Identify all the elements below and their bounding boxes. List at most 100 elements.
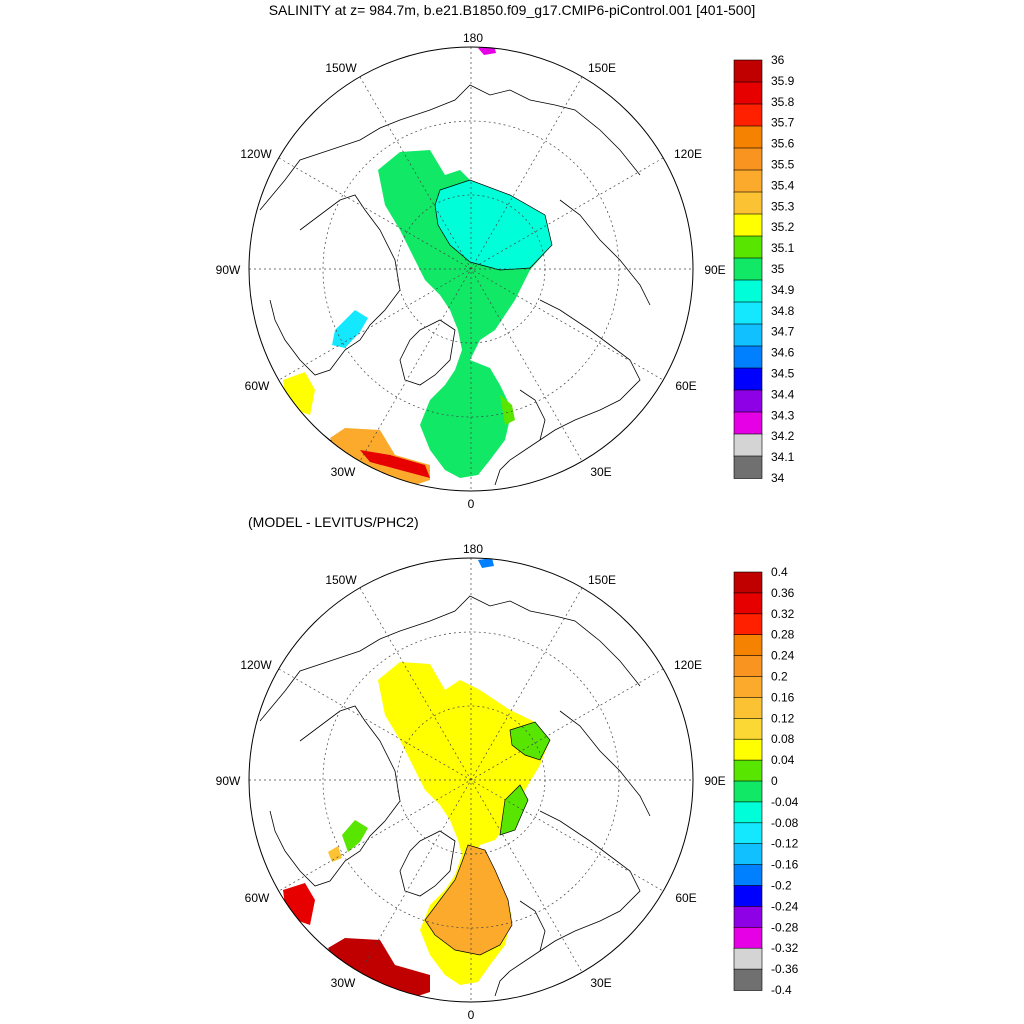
top-colorbar-swatch: [733, 235, 763, 259]
bottom-lon-label-180: 180: [463, 542, 483, 556]
top-colorbar-swatch: [733, 59, 763, 83]
bottom-difference-field: [283, 558, 551, 997]
bottom-colorbar-label: 0.4: [771, 565, 788, 579]
bottom-colorbar-swatch: [733, 801, 763, 824]
top-colorbar-swatch: [733, 433, 763, 457]
bottom-colorbar: 0.4 0.36 0.32 0.28 0.24 0.2 0.16 0.12 0.08 0.04 0 -…: [733, 565, 799, 997]
top-colorbar-label: 35.7: [771, 116, 795, 130]
bottom-colorbar-swatch: [733, 717, 763, 740]
top-lon-label-30e: 30E: [590, 465, 611, 479]
top-colorbar-swatch: [733, 279, 763, 303]
bottom-colorbar-label: -0.16: [771, 858, 799, 872]
top-colorbar-swatch: [733, 191, 763, 215]
bottom-colorbar-swatch: [733, 822, 763, 845]
top-lon-label-180: 180: [463, 31, 483, 45]
top-lon-label-150e: 150E: [588, 61, 616, 75]
top-colorbar-swatch: [733, 147, 763, 171]
top-colorbar-swatch: [733, 125, 763, 149]
top-colorbar-label: 34.5: [771, 367, 795, 381]
bottom-lon-label-120w: 120W: [240, 658, 272, 672]
top-map-boundary: [248, 46, 694, 492]
top-graticule: [249, 47, 693, 491]
bottom-colorbar-label: 0.04: [771, 753, 795, 767]
bottom-colorbar-label: 0.16: [771, 690, 795, 704]
top-polar-map: [249, 47, 693, 491]
bottom-colorbar-label: 0.28: [771, 628, 795, 642]
top-colorbar-swatch: [733, 345, 763, 369]
bottom-colorbar-label: -0.2: [771, 879, 792, 893]
top-colorbar-label: 35.9: [771, 74, 795, 88]
top-colorbar-label: 35.4: [771, 178, 795, 192]
bottom-colorbar-label: -0.36: [771, 962, 799, 976]
bottom-colorbar-swatch: [733, 968, 763, 991]
top-colorbar-label: 35.2: [771, 220, 795, 234]
top-colorbar-label: 34.7: [771, 325, 795, 339]
top-map: 180 150W 150E 120W 120E 90W 90E 60W 60E …: [216, 31, 795, 511]
bottom-colorbar-swatch: [733, 571, 763, 594]
bottom-colorbar-label: 0.08: [771, 732, 795, 746]
top-colorbar-swatch: [733, 455, 763, 479]
bottom-colorbar-swatch: [733, 843, 763, 866]
bottom-colorbar-label: -0.12: [771, 837, 799, 851]
top-colorbar-label: 35.3: [771, 199, 795, 213]
figure-title: SALINITY at z= 984.7m, b.e21.B1850.f09_g…: [268, 2, 756, 18]
top-colorbar-label: 34.6: [771, 346, 795, 360]
bottom-colorbar-label: 0.36: [771, 586, 795, 600]
top-colorbar: 36 35.9 35.8 35.7 35.6 35.5 35.4 35.3 35.2 35.1 35…: [733, 53, 795, 485]
top-colorbar-swatch: [733, 301, 763, 325]
top-colorbar-label: 34.8: [771, 304, 795, 318]
bottom-lon-label-30e: 30E: [590, 976, 611, 990]
top-longitude-labels: 180 150W 150E 120W 120E 90W 90E 60W 60E …: [216, 31, 726, 511]
bottom-colorbar-swatch: [733, 885, 763, 908]
bottom-polar-map: [249, 558, 693, 1002]
top-salinity-field: [283, 47, 553, 485]
top-lon-label-120e: 120E: [674, 147, 702, 161]
bottom-lon-label-60w: 60W: [245, 891, 270, 905]
top-colorbar-swatch: [733, 169, 763, 193]
bottom-longitude-labels: 180 150W 150E 120W 120E 90W 90E 60W 60E …: [216, 542, 726, 1022]
bottom-map: 180 150W 150E 120W 120E 90W 90E 60W 60E …: [216, 542, 799, 1022]
bottom-lon-label-90e: 90E: [704, 774, 725, 788]
top-colorbar-label: 34.1: [771, 450, 795, 464]
bottom-colorbar-swatch: [733, 759, 763, 782]
bottom-colorbar-swatch: [733, 634, 763, 657]
bottom-colorbar-label: -0.28: [771, 920, 799, 934]
top-colorbar-swatch: [733, 81, 763, 105]
bottom-colorbar-swatch: [733, 926, 763, 949]
top-colorbar-label: 36: [771, 53, 785, 67]
top-colorbar-label: 34: [771, 471, 785, 485]
top-lon-label-0: 0: [468, 497, 475, 511]
bottom-colorbar-swatch: [733, 780, 763, 803]
bottom-lon-label-150e: 150E: [588, 573, 616, 587]
bottom-graticule: [249, 558, 693, 1002]
top-colorbar-label: 35.8: [771, 95, 795, 109]
top-lon-label-150w: 150W: [325, 61, 357, 75]
top-colorbar-swatch: [733, 323, 763, 347]
bottom-colorbar-label: -0.24: [771, 899, 799, 913]
bottom-lon-label-120e: 120E: [674, 658, 702, 672]
bottom-colorbar-swatch: [733, 655, 763, 678]
bottom-colorbar-swatch: [733, 676, 763, 699]
bottom-lon-label-150w: 150W: [325, 573, 357, 587]
top-colorbar-swatch: [733, 411, 763, 435]
top-colorbar-swatch: [733, 257, 763, 281]
top-lon-label-60w: 60W: [245, 379, 270, 393]
top-colorbar-label: 35.1: [771, 241, 795, 255]
top-lon-label-30w: 30W: [331, 465, 356, 479]
top-lon-label-60e: 60E: [675, 379, 696, 393]
top-lon-label-90e: 90E: [704, 263, 725, 277]
bottom-colorbar-label: -0.32: [771, 941, 799, 955]
top-colorbar-swatch: [733, 103, 763, 127]
top-colorbar-swatch: [733, 213, 763, 237]
top-colorbar-label: 34.4: [771, 387, 795, 401]
bottom-colorbar-label: 0.24: [771, 649, 795, 663]
bottom-colorbar-label: -0.4: [771, 983, 792, 997]
top-colorbar-label: 34.9: [771, 283, 795, 297]
bottom-colorbar-label: -0.04: [771, 795, 799, 809]
bottom-colorbar-label: 0.12: [771, 711, 795, 725]
top-lon-label-120w: 120W: [240, 147, 272, 161]
bottom-lon-label-30w: 30W: [331, 976, 356, 990]
bottom-colorbar-label: 0.2: [771, 670, 788, 684]
bottom-colorbar-label: 0: [771, 774, 778, 788]
